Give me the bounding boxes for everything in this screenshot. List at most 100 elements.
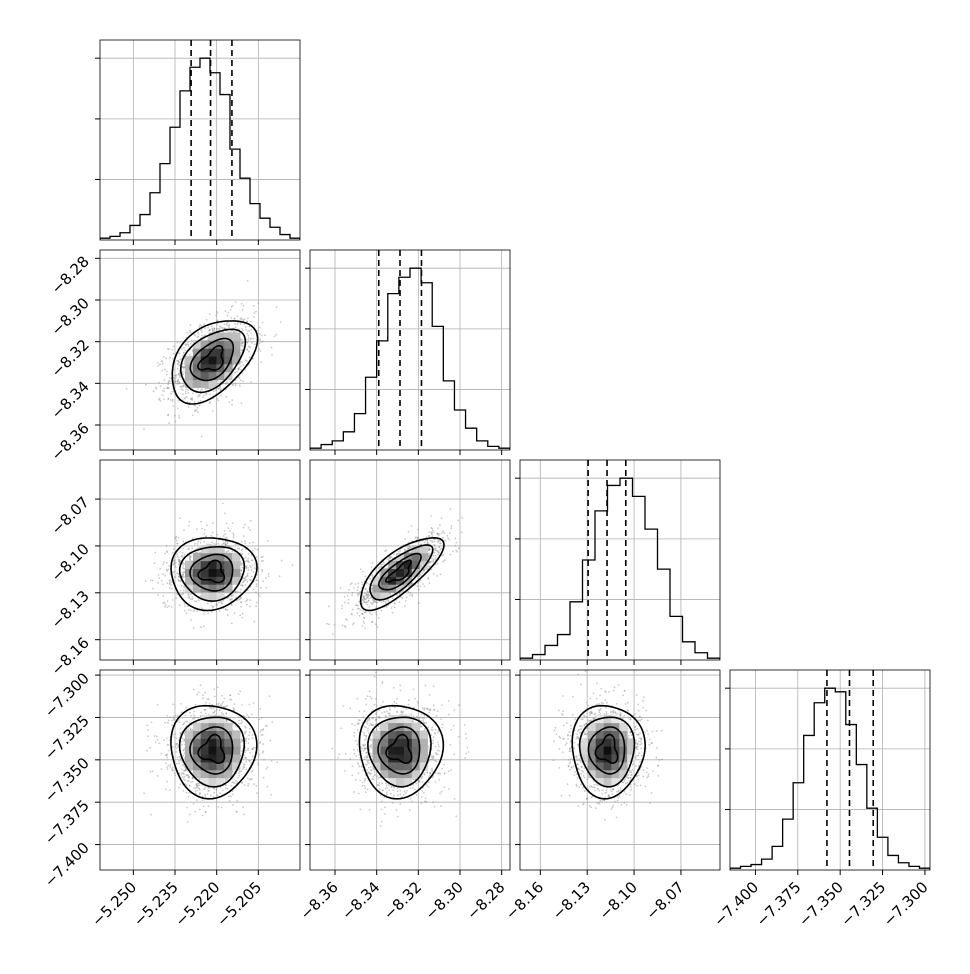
density-cell (209, 356, 217, 364)
scatter-point (412, 594, 414, 596)
scatter-point (219, 326, 221, 328)
scatter-point (190, 610, 192, 612)
scatter-point (366, 582, 368, 584)
scatter-point (252, 734, 254, 736)
scatter-point (176, 763, 178, 765)
scatter-point (258, 302, 260, 304)
scatter-point (201, 528, 203, 530)
scatter-point (247, 749, 249, 751)
scatter-point (217, 312, 219, 314)
scatter-point (401, 597, 403, 599)
scatter-point (212, 522, 214, 524)
scatter-point (366, 593, 368, 595)
scatter-point (196, 610, 198, 612)
density-cell (216, 340, 224, 348)
scatter-point (398, 551, 400, 553)
scatter-point (246, 574, 248, 576)
scatter-point (213, 543, 215, 545)
scatter-point (332, 633, 334, 635)
scatter-point (150, 580, 152, 582)
scatter-point (219, 709, 221, 711)
scatter-point (241, 328, 243, 330)
scatter-point (433, 555, 435, 557)
scatter-point (340, 587, 342, 589)
scatter-point (231, 399, 233, 401)
panel-content-2-2 (520, 460, 720, 660)
scatter-point (193, 689, 195, 691)
scatter-point (172, 358, 174, 360)
scatter-point (253, 702, 255, 704)
scatter-point (187, 728, 189, 730)
scatter-point (239, 377, 241, 379)
scatter-point (241, 303, 243, 305)
scatter-point (176, 540, 178, 542)
scatter-point (198, 333, 200, 335)
scatter-point (212, 329, 214, 331)
scatter-point (174, 775, 176, 777)
scatter-point (251, 342, 253, 344)
scatter-point (196, 407, 198, 409)
scatter-point (126, 388, 128, 390)
scatter-point (441, 517, 443, 519)
scatter-point (204, 529, 206, 531)
scatter-point (247, 560, 249, 562)
density-cell (193, 569, 201, 577)
scatter-point (364, 592, 366, 594)
scatter-point (181, 585, 183, 587)
scatter-point (200, 626, 202, 628)
scatter-point (418, 589, 420, 591)
scatter-point (356, 612, 358, 614)
scatter-point (249, 728, 251, 730)
scatter-point (220, 381, 222, 383)
scatter-point (244, 318, 246, 320)
scatter-point (247, 280, 249, 282)
scatter-point (363, 621, 365, 623)
scatter-point (182, 371, 184, 373)
scatter-point (417, 585, 419, 587)
scatter-point (207, 603, 209, 605)
scatter-point (157, 582, 159, 584)
scatter-point (239, 385, 241, 387)
scatter-point (167, 607, 169, 609)
scatter-point (264, 334, 266, 336)
scatter-point (171, 588, 173, 590)
scatter-point (160, 385, 162, 387)
scatter-point (440, 574, 442, 576)
scatter-point (164, 369, 166, 371)
scatter-point (242, 345, 244, 347)
scatter-point (226, 523, 228, 525)
scatter-point (152, 580, 154, 582)
scatter-point (240, 589, 242, 591)
scatter-point (186, 612, 188, 614)
histogram-step (520, 478, 720, 660)
scatter-point (254, 563, 256, 565)
scatter-point (224, 513, 226, 515)
scatter-point (225, 310, 227, 312)
scatter-point (224, 383, 226, 385)
scatter-point (432, 530, 434, 532)
scatter-point (158, 577, 160, 579)
density-cell (185, 569, 193, 577)
scatter-point (433, 541, 435, 543)
scatter-point (226, 381, 228, 383)
scatter-point (408, 545, 410, 547)
scatter-point (175, 597, 177, 599)
scatter-point (363, 602, 365, 604)
scatter-point (345, 626, 347, 628)
density-cell (193, 348, 201, 356)
scatter-point (172, 400, 174, 402)
scatter-point (386, 606, 388, 608)
scatter-point (256, 580, 258, 582)
scatter-point (347, 602, 349, 604)
scatter-point (202, 396, 204, 398)
scatter-point (247, 567, 249, 569)
scatter-point (417, 578, 419, 580)
scatter-point (222, 701, 224, 703)
scatter-point (152, 588, 154, 590)
scatter-point (428, 531, 430, 533)
scatter-point (234, 318, 236, 320)
scatter-point (411, 525, 413, 527)
scatter-point (194, 609, 196, 611)
scatter-point (239, 614, 241, 616)
scatter-point (183, 571, 185, 573)
